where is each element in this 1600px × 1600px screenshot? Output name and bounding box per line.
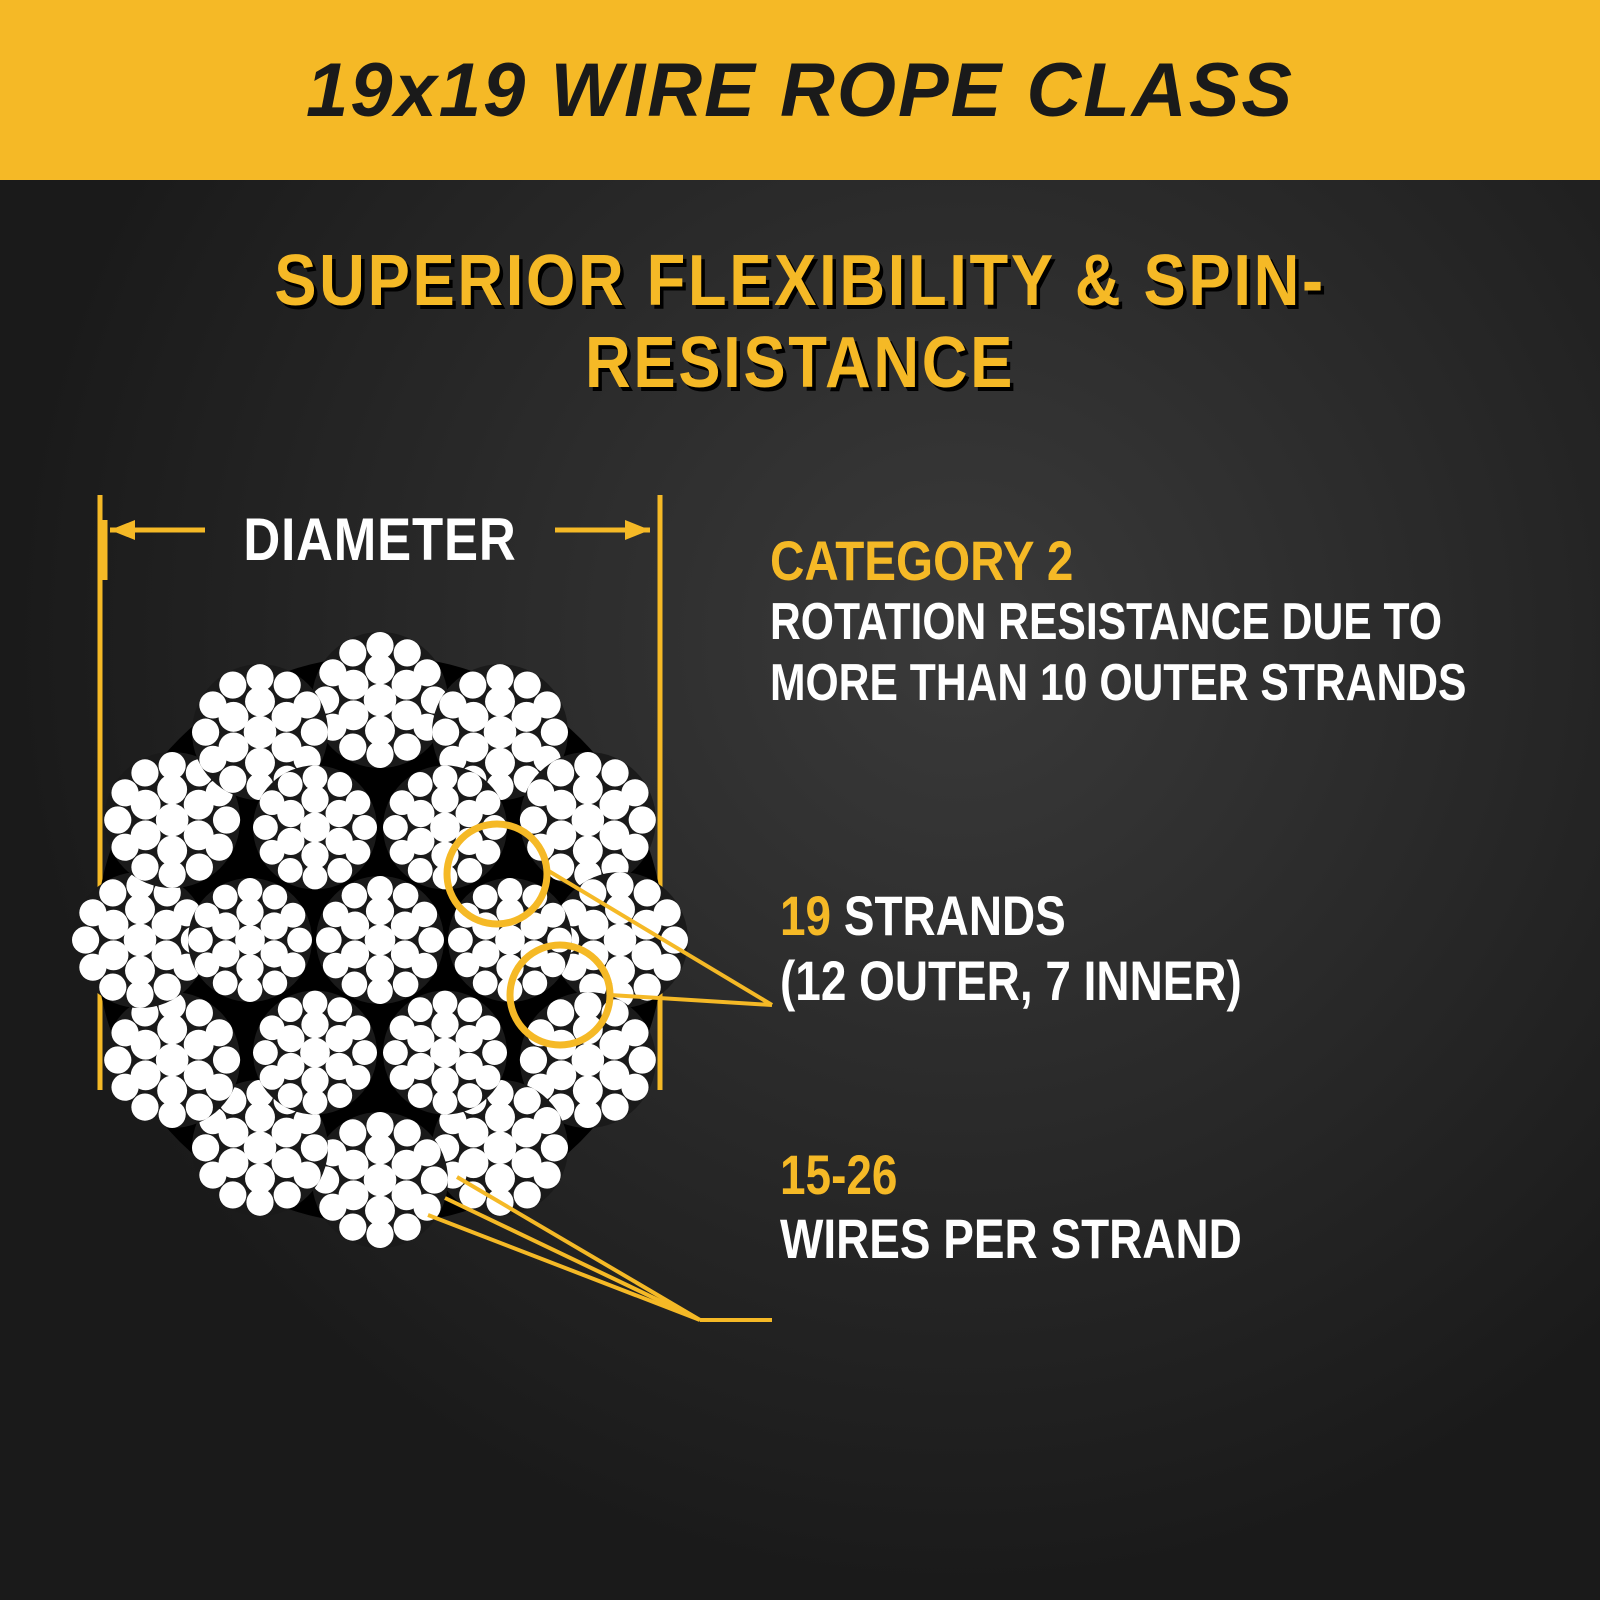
strands-label: STRANDS — [831, 884, 1066, 947]
callout-strands: 19 STRANDS (12 OUTER, 7 INNER) — [780, 884, 1570, 1013]
diameter-label: DIAMETER — [100, 505, 661, 574]
category-head: CATEGORY 2 — [770, 530, 1450, 592]
callout-category: CATEGORY 2 ROTATION RESISTANCE DUE TO MO… — [770, 530, 1570, 714]
strands-detail: (12 OUTER, 7 INNER) — [780, 949, 1242, 1012]
rope-cross-section-icon — [72, 632, 688, 1248]
strands-number: 19 — [780, 884, 831, 947]
category-body: ROTATION RESISTANCE DUE TO MORE THAN 10 … — [770, 592, 1549, 715]
diagram-area: DIAMETER — [50, 450, 750, 1350]
header-title: 19x19 WIRE ROPE CLASS — [306, 47, 1294, 134]
header-bar: 19x19 WIRE ROPE CLASS — [0, 0, 1600, 180]
wires-number: 15-26 — [780, 1143, 897, 1206]
wires-label: WIRES PER STRAND — [780, 1207, 1242, 1270]
callout-wires: 15-26 WIRES PER STRAND — [780, 1143, 1570, 1272]
subtitle: SUPERIOR FLEXIBILITY & SPIN-RESISTANCE — [96, 240, 1504, 404]
callout-column: CATEGORY 2 ROTATION RESISTANCE DUE TO MO… — [770, 530, 1570, 1272]
